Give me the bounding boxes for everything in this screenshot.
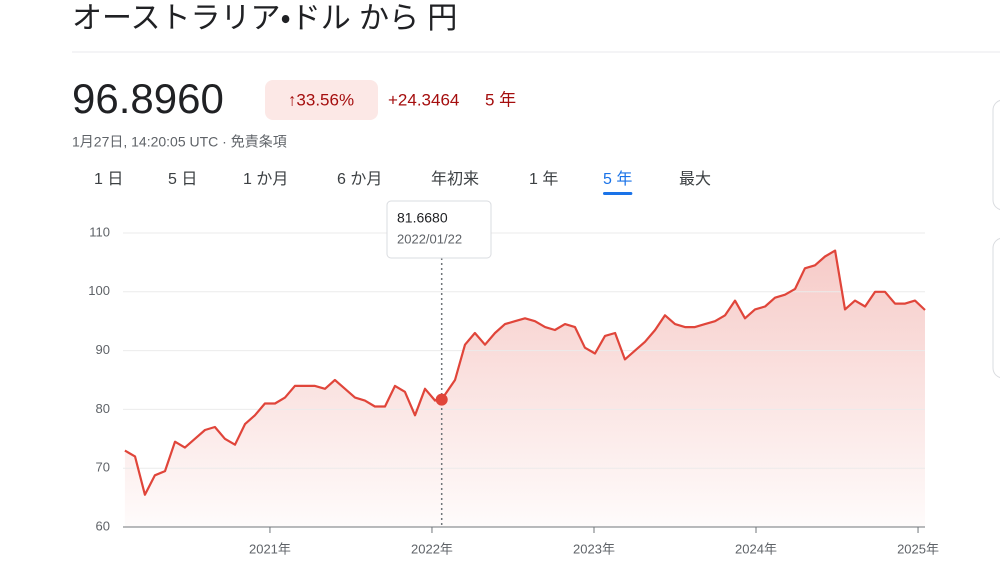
price-line: [124, 249, 926, 496]
tab[interactable]: 5 年: [603, 170, 632, 188]
tooltip: [386, 200, 492, 259]
tab[interactable]: 1 か月: [243, 171, 288, 188]
title: オーストラリア・ドル から 円: [72, 2, 457, 35]
tab[interactable]: 年初来: [431, 170, 479, 188]
side-card: [992, 99, 1000, 211]
timestamp: 1月27日, 14:20:05 UTC · 免責条項: [72, 134, 287, 150]
change-badge: [265, 80, 378, 120]
change-pct: ↑33.56%: [288, 90, 354, 109]
tooltip-value: 81.6680: [397, 210, 448, 226]
tab[interactable]: 5 日: [168, 171, 197, 188]
x-tick-label: 2024年: [735, 541, 777, 556]
y-tick-label: 90: [96, 342, 110, 357]
change-abs: +24.3464: [388, 90, 459, 109]
x-tick-label: 2022年: [411, 541, 453, 556]
y-tick-label: 80: [96, 401, 110, 416]
tab[interactable]: 6 か月: [337, 171, 382, 188]
tab[interactable]: 最大: [679, 170, 711, 188]
y-tick-label: 100: [88, 283, 110, 298]
hover-dot: [435, 393, 448, 406]
side-card: [992, 237, 1000, 379]
price: 96.8960: [72, 75, 224, 122]
x-tick-label: 2021年: [249, 541, 291, 556]
x-tick-label: 2023年: [573, 541, 615, 556]
period: 5 年: [485, 90, 516, 109]
tooltip-date: 2022/01/22: [397, 231, 462, 246]
y-tick-label: 110: [89, 224, 110, 239]
y-tick-label: 70: [96, 460, 110, 475]
plot: 60 70 80 90 100 110 2021年 2022年 2023年 2024年 2025年 8…: [88, 200, 939, 556]
y-tick-label: 60: [96, 518, 110, 533]
tabs: 1 日 5 日 1 か月 6 か月 年初来 1 年 5 年 最大: [94, 170, 711, 195]
area: [124, 250, 925, 527]
tab[interactable]: 1 日: [94, 171, 123, 188]
tab[interactable]: 1 年: [529, 170, 558, 188]
tab-underline: [603, 192, 633, 195]
x-tick-label: 2025年: [897, 541, 939, 556]
